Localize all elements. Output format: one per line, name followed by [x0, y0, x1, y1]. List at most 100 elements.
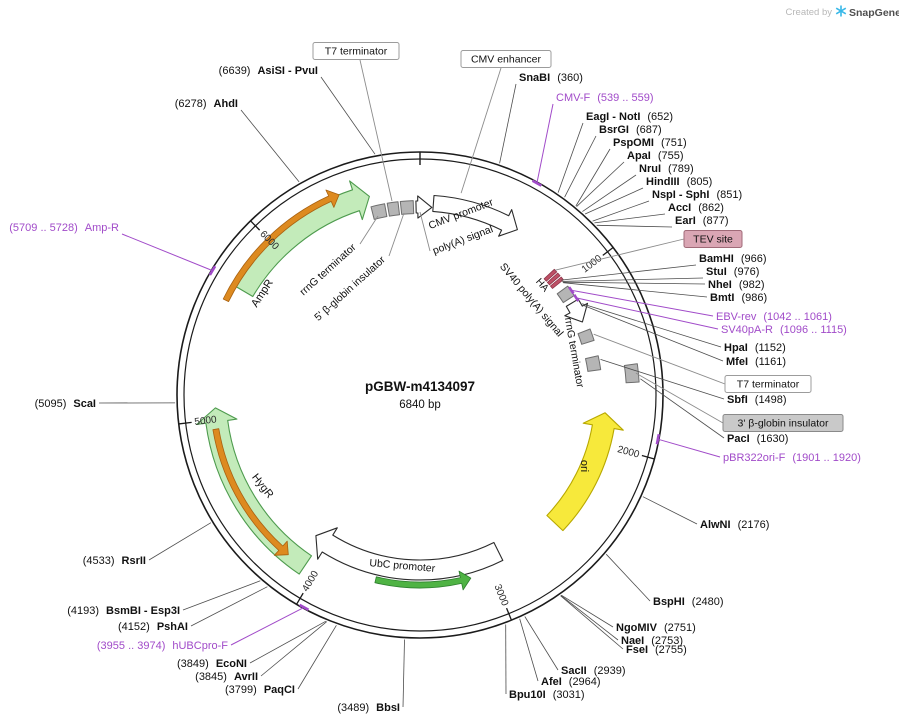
enzyme-label-nhei: NheI (982)	[708, 279, 765, 291]
primer-label-ebv-rev: EBV-rev (1042 .. 1061)	[716, 311, 832, 323]
leader-line-econi	[249, 620, 327, 664]
enzyme-label-mfei: MfeI (1161)	[726, 356, 786, 368]
enzyme-label-ngomiv: NgoMIV (2751)	[616, 622, 696, 634]
feature-label-ubc-promoter: UbC promoter	[369, 557, 436, 575]
primer-label-amp-r: (5709 .. 5728) Amp-R	[9, 222, 119, 234]
leader-line-apai	[576, 161, 625, 207]
leader-line-fsei	[560, 595, 624, 650]
boxed-label-3-globin-insulator	[722, 414, 844, 432]
leader-line-stui	[562, 277, 704, 282]
leader-line-cmv-f	[536, 103, 554, 184]
leader-line-nrui	[582, 174, 637, 212]
enzyme-label-bamhi: BamHI (966)	[699, 253, 767, 265]
enzyme-label-scai: (5095) ScaI	[35, 398, 96, 410]
leader-line-tev-site	[555, 238, 685, 271]
enzyme-label-pshai: (4152) PshAI	[118, 621, 188, 633]
leader-line-pshai	[190, 586, 268, 627]
leader-line-paqci	[297, 625, 337, 690]
enzyme-label-bsrgi: BsrGI (687)	[599, 124, 662, 136]
t7-terminator-right-box	[577, 328, 595, 345]
tick-mark-6000	[250, 220, 261, 231]
boxed-label-text-3-globin-insulator: 3' β-globin insulator	[738, 418, 829, 430]
rrng-terminator-top-box	[370, 203, 388, 220]
leader-line-paci	[640, 378, 725, 439]
leader-line-ahdi	[240, 109, 300, 183]
boxed-label-text-tev-site: TEV site	[693, 234, 733, 246]
plasmid-title-block: pGBW-m4134097 6840 bp	[365, 379, 475, 411]
leader-line-rsrii	[148, 522, 212, 561]
boxed-label-text-cmv-enhancer: CMV enhancer	[471, 54, 542, 66]
enzyme-label-nspi-sphi: NspI - SphI (851)	[652, 189, 742, 201]
primer-site-mark-hubcpro-f	[298, 603, 310, 611]
boxed-label-tev-site	[683, 230, 743, 248]
enzyme-label-sbfi: SbfI (1498)	[727, 394, 787, 406]
enzyme-label-avrii: (3845) AvrII	[195, 671, 258, 683]
leader-line-cmv-enhancer	[460, 67, 502, 194]
enzyme-label-alwni: AlwNI (2176)	[700, 519, 769, 531]
primer-label-pbr322ori-f: pBR322ori-F (1901 .. 1920)	[723, 452, 861, 464]
enzyme-label-bsmbi-esp3i: (4193) BsmBI - Esp3I	[67, 605, 180, 617]
tick-mark-1000	[602, 246, 614, 256]
primer-label-sv40pa-r: SV40pA-R (1096 .. 1115)	[721, 324, 847, 336]
enzyme-label-econi: (3849) EcoNI	[177, 658, 247, 670]
leader-line-alwni	[642, 496, 698, 525]
enzyme-label-afei: AfeI (2964)	[541, 676, 601, 688]
leader-line-eagi-noti	[557, 122, 584, 193]
boxed-label-text-t7-terminator: T7 terminator	[325, 46, 388, 58]
feature-label-line-3	[419, 211, 431, 252]
site-labels-layer: T7 terminator CMV enhancer TEV site T7 term…	[9, 42, 861, 714]
sv40-polya-signal-arrow	[564, 298, 589, 323]
leader-line-ngomiv	[561, 594, 614, 628]
five-prime-beta-globin-insulator-box	[399, 200, 415, 215]
leader-line-sacii	[524, 616, 559, 671]
tev-site-bar	[543, 268, 558, 282]
leader-line-asisi-pvui	[320, 76, 376, 155]
ha-tag-bar-1	[546, 272, 561, 286]
feature-label-ori: ori	[578, 460, 590, 472]
leader-line-acci	[594, 213, 666, 224]
primer-site-mark-cmv-f	[531, 179, 542, 187]
boxed-label-cmv-enhancer	[460, 50, 552, 68]
enzyme-label-bmti: BmtI (986)	[710, 292, 767, 304]
enzyme-label-paqci: (3799) PaqCI	[225, 684, 295, 696]
leader-line-3-globin-insulator	[635, 372, 724, 424]
enzyme-label-nrui: NruI (789)	[639, 163, 694, 175]
enzyme-label-naei: NaeI (2753)	[621, 635, 683, 647]
leader-line-bmti	[563, 282, 708, 298]
leader-line-bsrgi	[564, 135, 597, 198]
leader-line-sbfi	[600, 359, 725, 400]
leader-line-afei	[519, 618, 539, 682]
ubc-promoter-arrow	[315, 527, 504, 581]
primer-site-mark-sv40pa-r	[573, 294, 580, 302]
leader-line-nhei	[562, 281, 706, 285]
tick-label-5000: 5000	[194, 414, 218, 428]
leader-line-pbr322ori-f	[657, 438, 721, 458]
leader-line-t7-terminator	[593, 333, 726, 385]
leader-line-avrii	[260, 621, 328, 677]
created-by-text: Created by	[786, 7, 833, 18]
leader-line-bsphi	[605, 553, 651, 602]
boxed-label-t7-terminator	[724, 375, 812, 393]
leader-line-amp-r	[121, 233, 213, 272]
boxed-label-text-t7-terminator: T7 terminator	[737, 379, 800, 391]
enzyme-label-bbsi: (3489) BbsI	[337, 702, 400, 714]
leader-line-nspi-sphi	[592, 200, 650, 222]
tick-mark-2000	[641, 454, 655, 460]
tick-mark-5000	[178, 421, 192, 425]
leader-line-bamhi	[561, 264, 697, 281]
leader-line-hpai	[581, 303, 722, 348]
primer-site-mark-pbr322ori-f	[655, 433, 661, 445]
enzyme-label-hindiii: HindIII (805)	[646, 176, 712, 188]
cmv-promoter-arrow	[432, 194, 518, 237]
leader-line-t7-terminator	[359, 59, 393, 202]
enzyme-label-paci: PacI (1630)	[727, 433, 788, 445]
enzyme-label-snabi: SnaBI (360)	[519, 72, 583, 84]
orf-arc-upper-left	[222, 189, 340, 302]
leader-line-pspomi	[575, 148, 611, 207]
leader-line-bbsi	[402, 639, 405, 708]
leader-line-bsmbi-esp3i	[182, 580, 261, 611]
orf-arc-bottom	[374, 570, 472, 591]
enzyme-label-apai: ApaI (755)	[627, 150, 684, 162]
ha-tag-bar-2	[550, 276, 564, 289]
